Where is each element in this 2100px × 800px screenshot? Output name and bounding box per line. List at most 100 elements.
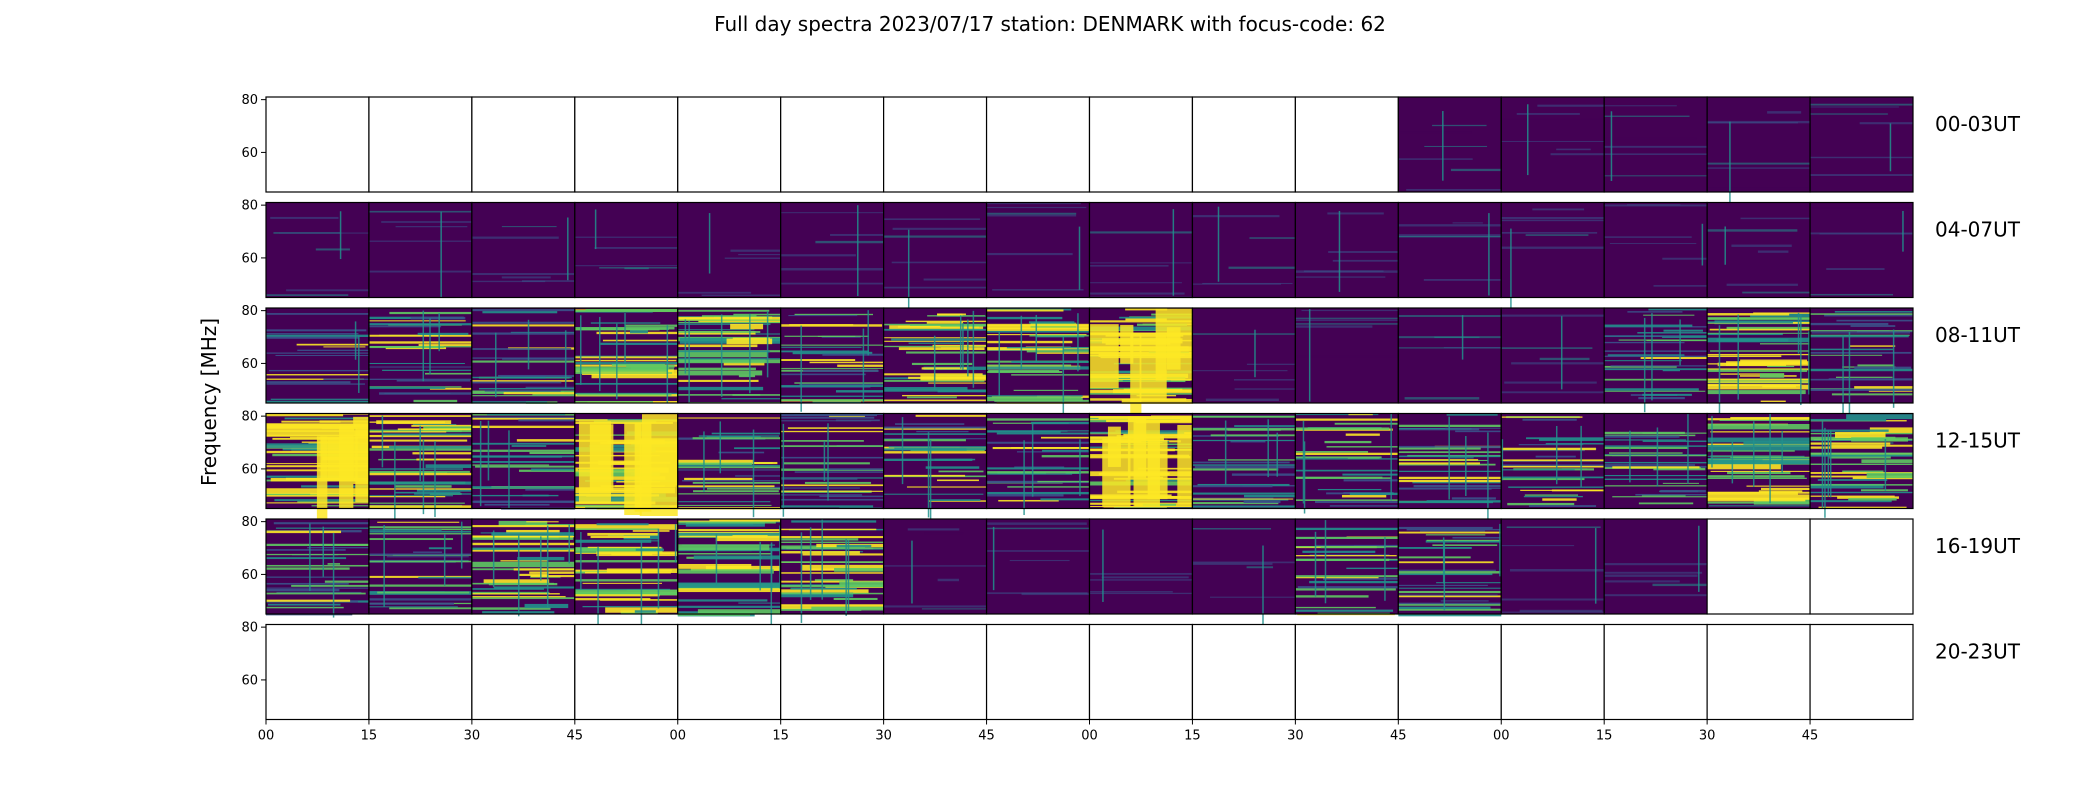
- spectrum-band: [828, 468, 884, 471]
- spectrum-band: [1707, 187, 1811, 190]
- spectrum-background: [1501, 202, 1605, 298]
- spectrum-burst: [1254, 329, 1256, 378]
- spectrum-band: [677, 321, 781, 324]
- spectrum-band: [930, 499, 981, 501]
- spectrum-band: [927, 315, 986, 317]
- spectrum-band: [319, 420, 369, 423]
- spectrum-background: [368, 202, 472, 298]
- spectrum-band: [1707, 423, 1811, 430]
- spectrum-cell: [883, 307, 988, 404]
- spectrum-band: [1445, 427, 1502, 429]
- spectrum-cell: [1603, 307, 1708, 413]
- spectrum-band: [574, 588, 671, 591]
- spectrum-band: [471, 597, 575, 600]
- spectrum-band: [677, 464, 781, 467]
- spectrum-cell: [780, 518, 885, 623]
- spectrum-band: [1523, 495, 1583, 498]
- spectrum-burst: [624, 313, 626, 364]
- spectrum-band: [1295, 609, 1394, 612]
- spectrum-band: [1103, 506, 1167, 508]
- spectrum-band: [1810, 354, 1883, 356]
- spectrum-burst: [309, 523, 311, 591]
- spectrum-burst: [443, 534, 446, 586]
- spectrum-band: [1707, 332, 1811, 334]
- spectrum-band: [282, 448, 350, 451]
- spectrum-band: [596, 523, 649, 526]
- spectrum-band: [574, 372, 673, 374]
- spectrum-band: [677, 599, 768, 602]
- spectrum-band: [1810, 106, 1899, 108]
- spectrum-band: [1192, 333, 1296, 335]
- spectrum-band: [1824, 314, 1913, 317]
- spectrum-band: [1228, 266, 1296, 269]
- spectrum-band: [892, 227, 987, 230]
- spectrum-burst: [564, 330, 567, 388]
- spectrum-band: [266, 434, 369, 437]
- spectrum-band: [307, 547, 369, 549]
- spectrum-empty: [677, 97, 781, 192]
- spectrum-band: [1662, 369, 1681, 372]
- spectrum-band: [582, 369, 678, 375]
- spectrum-band: [1326, 446, 1399, 448]
- spectrum-background: [1810, 97, 1913, 192]
- spectrum-cell: [368, 412, 473, 526]
- spectrum-band: [733, 313, 781, 316]
- spectrum-band: [1398, 526, 1493, 530]
- spectrum-band: [986, 431, 1061, 433]
- spectrum-band: [735, 475, 781, 477]
- spectrum-band: [266, 582, 349, 585]
- spectrum-band: [1618, 339, 1708, 341]
- spectrum-band: [718, 451, 765, 454]
- spectrum-band: [1398, 463, 1496, 466]
- spectrum-band: [266, 592, 366, 595]
- spectrum-band: [794, 313, 874, 316]
- spectrum-band: [574, 419, 678, 422]
- spectrum-band: [368, 240, 472, 242]
- spectrum-burst: [1718, 325, 1721, 418]
- spectrum-burst: [1314, 531, 1317, 597]
- spectrum-band: [1398, 428, 1472, 430]
- spectrum-background: [1810, 202, 1913, 298]
- spectrum-burst: [1031, 423, 1034, 497]
- spectrum-band: [266, 613, 353, 616]
- spectrum-band: [891, 261, 987, 264]
- spectrum-band: [267, 603, 341, 606]
- spectrum-band: [1869, 427, 1913, 434]
- spectrum-band: [837, 364, 884, 367]
- spectrum-burst: [992, 526, 995, 591]
- spectrum-band: [368, 346, 472, 348]
- spectrum-burst: [1302, 420, 1305, 504]
- spectrum-band: [574, 505, 652, 508]
- spectrum-band: [574, 382, 678, 385]
- spectrum-band: [839, 581, 884, 587]
- spectrum-band: [1295, 558, 1399, 560]
- spectrum-band: [1501, 314, 1605, 317]
- spectrum-band: [1551, 489, 1605, 492]
- y-tick-label: 80: [241, 621, 258, 636]
- spectrum-band: [1295, 576, 1379, 579]
- spectrum-band: [266, 294, 349, 297]
- spectrum-band: [1501, 118, 1605, 120]
- row-label: 00-03UT: [1935, 112, 2021, 136]
- spectrum-burst: [759, 541, 761, 591]
- spectrum-band: [780, 498, 884, 501]
- spectrum-band: [410, 316, 466, 320]
- spectrum-band: [532, 394, 575, 396]
- spectrum-band: [780, 324, 883, 327]
- spectrum-band: [471, 376, 572, 379]
- spectrum-cell: [985, 201, 1091, 299]
- spectrum-band: [1524, 494, 1579, 496]
- spectrum-band: [1506, 526, 1601, 529]
- spectrum-band: [780, 385, 884, 388]
- spectrum-band: [1604, 324, 1693, 327]
- spectrum-band: [780, 541, 884, 543]
- spectrum-band: [1006, 346, 1090, 349]
- spectrum-band: [368, 270, 472, 273]
- spectrum-band: [491, 532, 575, 536]
- spectrum-burst: [579, 315, 582, 385]
- spectrum-band: [1604, 574, 1698, 577]
- spectrum-band: [1604, 360, 1682, 362]
- spectrum-band: [677, 359, 781, 364]
- spectrum-cell: [1500, 518, 1605, 615]
- spectrum-burst: [1448, 416, 1450, 500]
